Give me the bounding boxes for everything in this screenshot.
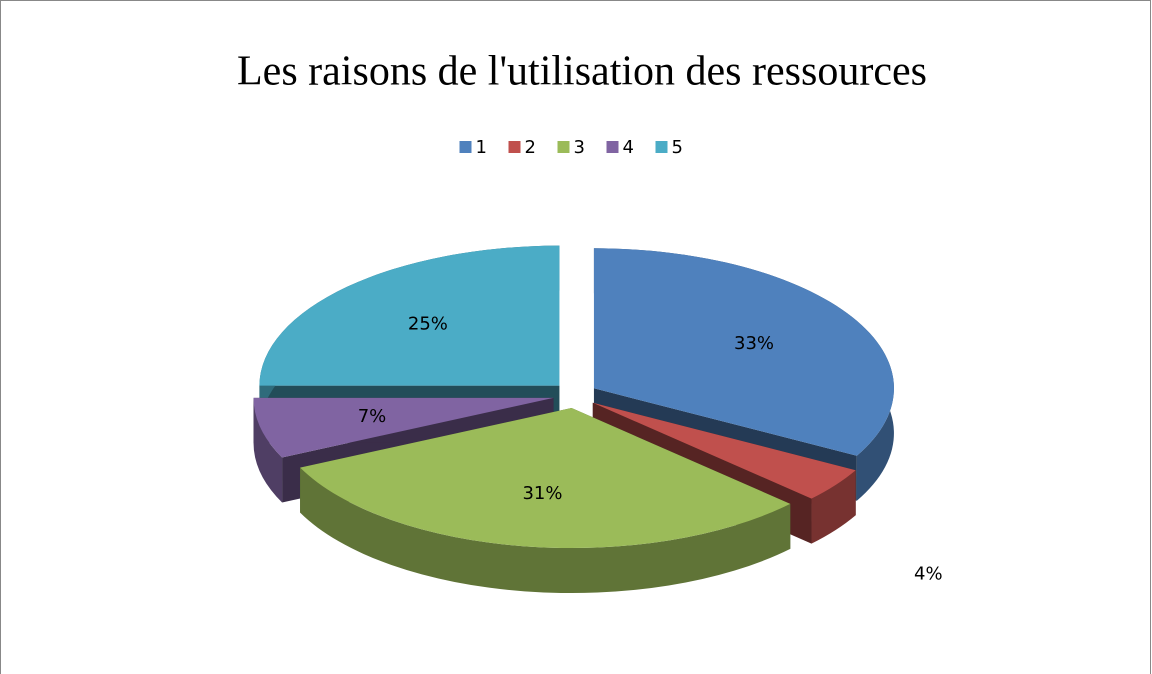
legend-swatch (606, 141, 619, 153)
legend-label: 4 (623, 137, 634, 158)
legend-swatch (655, 141, 668, 153)
legend-swatch (557, 141, 570, 153)
legend-label: 3 (574, 137, 585, 158)
slice-top (259, 245, 560, 386)
data-label: 31% (522, 483, 562, 504)
legend-label: 2 (525, 137, 536, 158)
slice-top (300, 408, 791, 549)
data-label: 33% (734, 333, 774, 354)
slice-top (253, 397, 554, 458)
data-label: 7% (358, 406, 387, 427)
slice-side (300, 467, 791, 594)
data-label: 25% (408, 313, 448, 334)
legend-label: 5 (672, 137, 683, 158)
pie-slice (300, 408, 791, 594)
slice-top (592, 402, 856, 499)
legend-label: 1 (476, 137, 487, 158)
slice-side (253, 397, 283, 503)
legend-swatch (459, 141, 472, 153)
legend-swatch (508, 141, 521, 153)
data-label: 4% (914, 564, 943, 585)
slice-side (811, 470, 856, 544)
slice-top (593, 248, 894, 456)
chart-title: Les raisons de l'utilisation des ressour… (237, 49, 927, 95)
